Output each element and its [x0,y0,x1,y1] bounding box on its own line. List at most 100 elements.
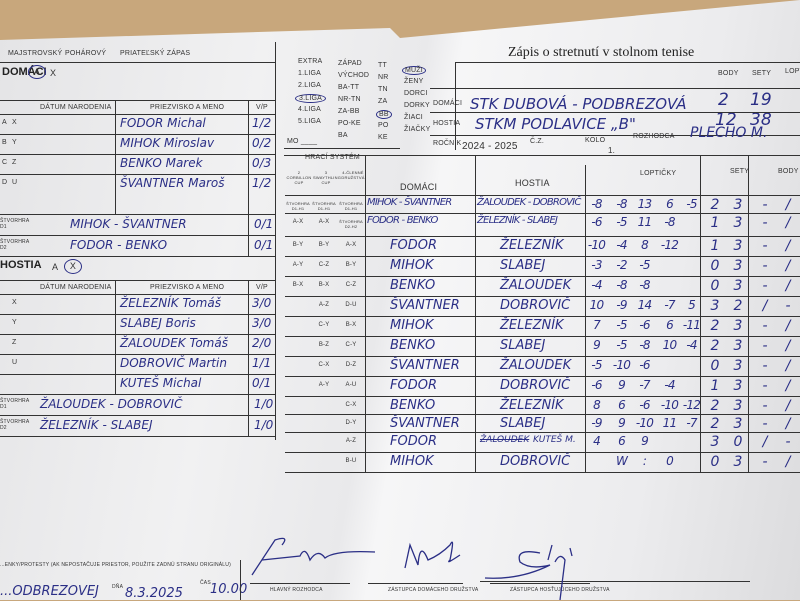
sets-won: 3 [733,378,743,394]
home-team: STK DUBOVÁ - PODBREZOVÁ [470,95,687,113]
grid-line [285,356,800,357]
system-pair: C-X [345,402,357,408]
season-label: ROČNÍK [433,140,462,147]
player-name: SLABEJ Boris [120,316,196,330]
region-option: ZA-BB [338,108,360,115]
grid-line [455,62,800,63]
category-option: ŽIAČKY [404,126,431,133]
player-letter-alt: X [12,119,17,126]
league-option: 2.LIGA [298,82,321,89]
player-win-loss: 3/0 [252,296,272,310]
game-home-player: FODOR [390,238,437,253]
grid-line [275,42,276,440]
col-birthdate: DÁTUM NARODENIA [40,104,112,111]
match-point: / [785,238,791,254]
grid-line [0,314,275,315]
region-code-option: NR [378,74,389,81]
player-name: ŠVANTNER Maroš [120,176,225,190]
region-option: PO-KE [338,120,361,127]
player-letter-alt: U [12,179,18,186]
grid-line [0,154,275,155]
grid-line [0,62,275,63]
set-score: 14 [637,298,652,312]
grid-line [0,100,275,101]
system-pair: B-Y [345,262,357,268]
grid-line [0,214,275,215]
grid-line [285,452,800,453]
set-score: : [642,454,647,468]
set-score: -6 [591,215,602,229]
grid-line [0,374,275,375]
day-label: DŇA [112,584,124,590]
set-score: -12 [660,238,679,252]
system-pair: C-Y [318,322,330,328]
grid-line [430,88,800,89]
set-score: 13 [637,197,652,211]
set-score: 7 [593,318,601,332]
player-letter-alt: U [12,359,18,366]
system-header: 4-ČLENNÉ DRUŽSTVÁ [341,170,365,180]
match-point: / [785,398,791,414]
player-letter-alt: Y [12,139,17,146]
set-score: -5 [591,358,602,372]
grid-line [365,155,366,473]
sets-won: 3 [733,258,743,274]
sets-won: 1 [710,238,720,254]
mo-field: MO ____ [287,138,318,145]
sets-won: 3 [733,358,743,374]
game-home-player: MIHOK - ŠVANTNER [367,197,452,208]
away-choice-x: X [64,259,82,274]
system-pair: A-X [345,242,357,248]
grid-line [285,472,800,473]
game-away-player: ŽELEZNÍK [500,238,564,253]
game-away-player: DOBROVIČ [500,454,571,469]
player-win-loss: 0/3 [252,156,272,170]
sets-won: 3 [733,238,743,254]
grid-line [285,213,800,214]
game-home-player: ŠVANTNER [390,416,460,431]
player-letter: A [2,119,7,126]
player-win-loss: 0/2 [252,136,272,150]
doubles-label: ŠTVORHRA D1 [0,218,30,230]
home-choice-a: A [28,65,46,79]
game-home-player: MIHOK [390,318,434,333]
match-point: / [785,454,791,470]
set-score: -5 [616,318,627,332]
match-point: - [785,298,791,314]
player-win-loss: 2/0 [252,336,272,350]
system-pair: D-Z [345,362,357,368]
set-score: 6 [618,434,626,448]
match-point: - [762,378,768,394]
set-score: -9 [591,416,602,430]
grid-line [285,336,800,337]
grid-line [115,280,116,394]
system-pair: D-Y [345,420,357,426]
system-pair: B-X [345,322,357,328]
set-score: 9 [618,378,626,392]
game-away-player: DOBROVIČ [500,378,571,393]
doubles-win-loss: 0/1 [254,238,274,252]
category-option: ŽIACI [404,114,423,121]
region-code-option: KE [378,134,388,141]
grid-line [0,394,275,395]
sets-won: 0 [710,358,720,374]
region-code-option: TN [378,86,388,93]
grid-line [115,100,116,214]
game-home-player: MIHOK [390,454,434,469]
set-score: -7 [639,378,650,392]
player-name: ŽALOUDEK Tomáš [120,336,228,350]
category-option: ŽENY [404,78,424,85]
set-score: 10 [589,298,604,312]
game-home-player: FODOR [390,378,437,393]
round-label: KOLO [585,137,606,144]
player-name: DOBROVIČ Martin [120,356,227,370]
player-name: MIHOK Miroslav [120,136,215,150]
col-birthdate: DÁTUM NARODENIA [40,284,112,291]
signature-label: HLAVNÝ ROZHODCA [270,587,323,593]
set-score: -8 [616,278,627,292]
set-score: 10 [662,338,677,352]
category-option: MUŽI [402,66,426,75]
set-score: 11 [637,215,652,229]
game-home-player: ŠVANTNER [390,358,460,373]
date: 8.3.2025 [125,586,183,601]
